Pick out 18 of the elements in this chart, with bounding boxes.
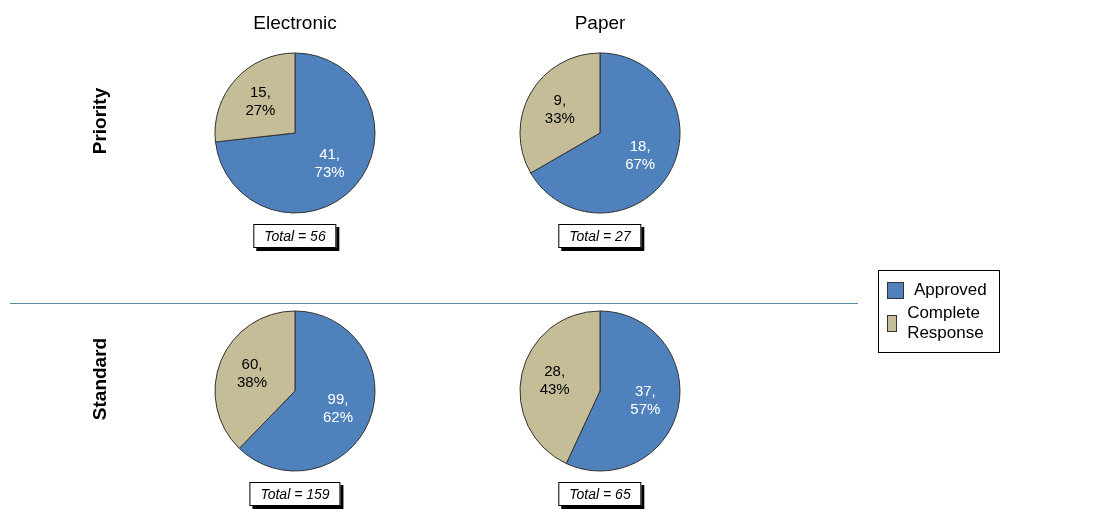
chart-title: Electronic: [252, 12, 338, 34]
legend-label: Approved: [914, 280, 987, 300]
text: Total = 27: [558, 224, 642, 248]
data-label: 9, 33%: [544, 90, 575, 126]
text: Priority: [89, 86, 111, 157]
text: Standard: [89, 336, 111, 423]
text: Total = 56: [253, 224, 337, 248]
chart-title: Paper: [573, 12, 627, 34]
text: Total = 159: [249, 482, 341, 506]
data-label: 41, 73%: [314, 145, 345, 181]
text: Total = 65: [558, 482, 642, 506]
data-label: 60, 38%: [236, 354, 268, 390]
data-label: 28, 43%: [539, 362, 570, 398]
data-label: 18, 67%: [625, 137, 656, 173]
data-label: 15, 27%: [245, 83, 276, 119]
data-label: 37, 57%: [630, 382, 661, 418]
legend-label: Complete Response: [907, 303, 985, 343]
data-label: 99, 62%: [322, 389, 354, 425]
